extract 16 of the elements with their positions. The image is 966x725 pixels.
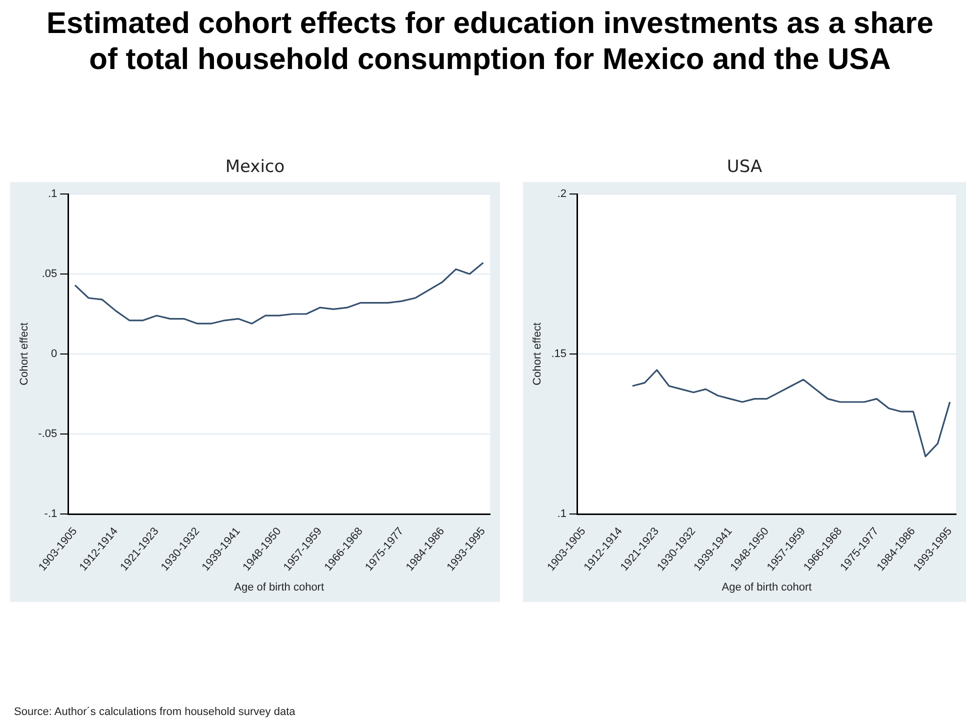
y-tick-label: .1 bbox=[557, 508, 566, 520]
x-axis-title: Age of birth cohort bbox=[722, 581, 812, 594]
y-tick-label: .1 bbox=[48, 188, 58, 200]
y-tick-label: -.1 bbox=[44, 508, 58, 520]
y-tick-label: .2 bbox=[557, 188, 566, 200]
chart-title: Estimated cohort effects for education investments as a share of total household consumption for Mexico and the USA bbox=[46, 6, 934, 78]
y-tick-label: 0 bbox=[51, 348, 58, 360]
source-note: Source: Author´s calculations from household survey data bbox=[14, 706, 296, 718]
y-tick-label: .15 bbox=[551, 348, 566, 360]
x-axis-title: Age of birth cohort bbox=[234, 581, 324, 594]
chart-subtitle: USA bbox=[726, 156, 764, 179]
y-tick-label: -.05 bbox=[38, 428, 58, 440]
y-axis-title: Cohort effect bbox=[532, 322, 544, 386]
y-axis-title: Cohort effect bbox=[18, 322, 31, 386]
chart-subtitle: Mexico bbox=[224, 156, 286, 179]
y-tick-label: .05 bbox=[42, 268, 58, 280]
